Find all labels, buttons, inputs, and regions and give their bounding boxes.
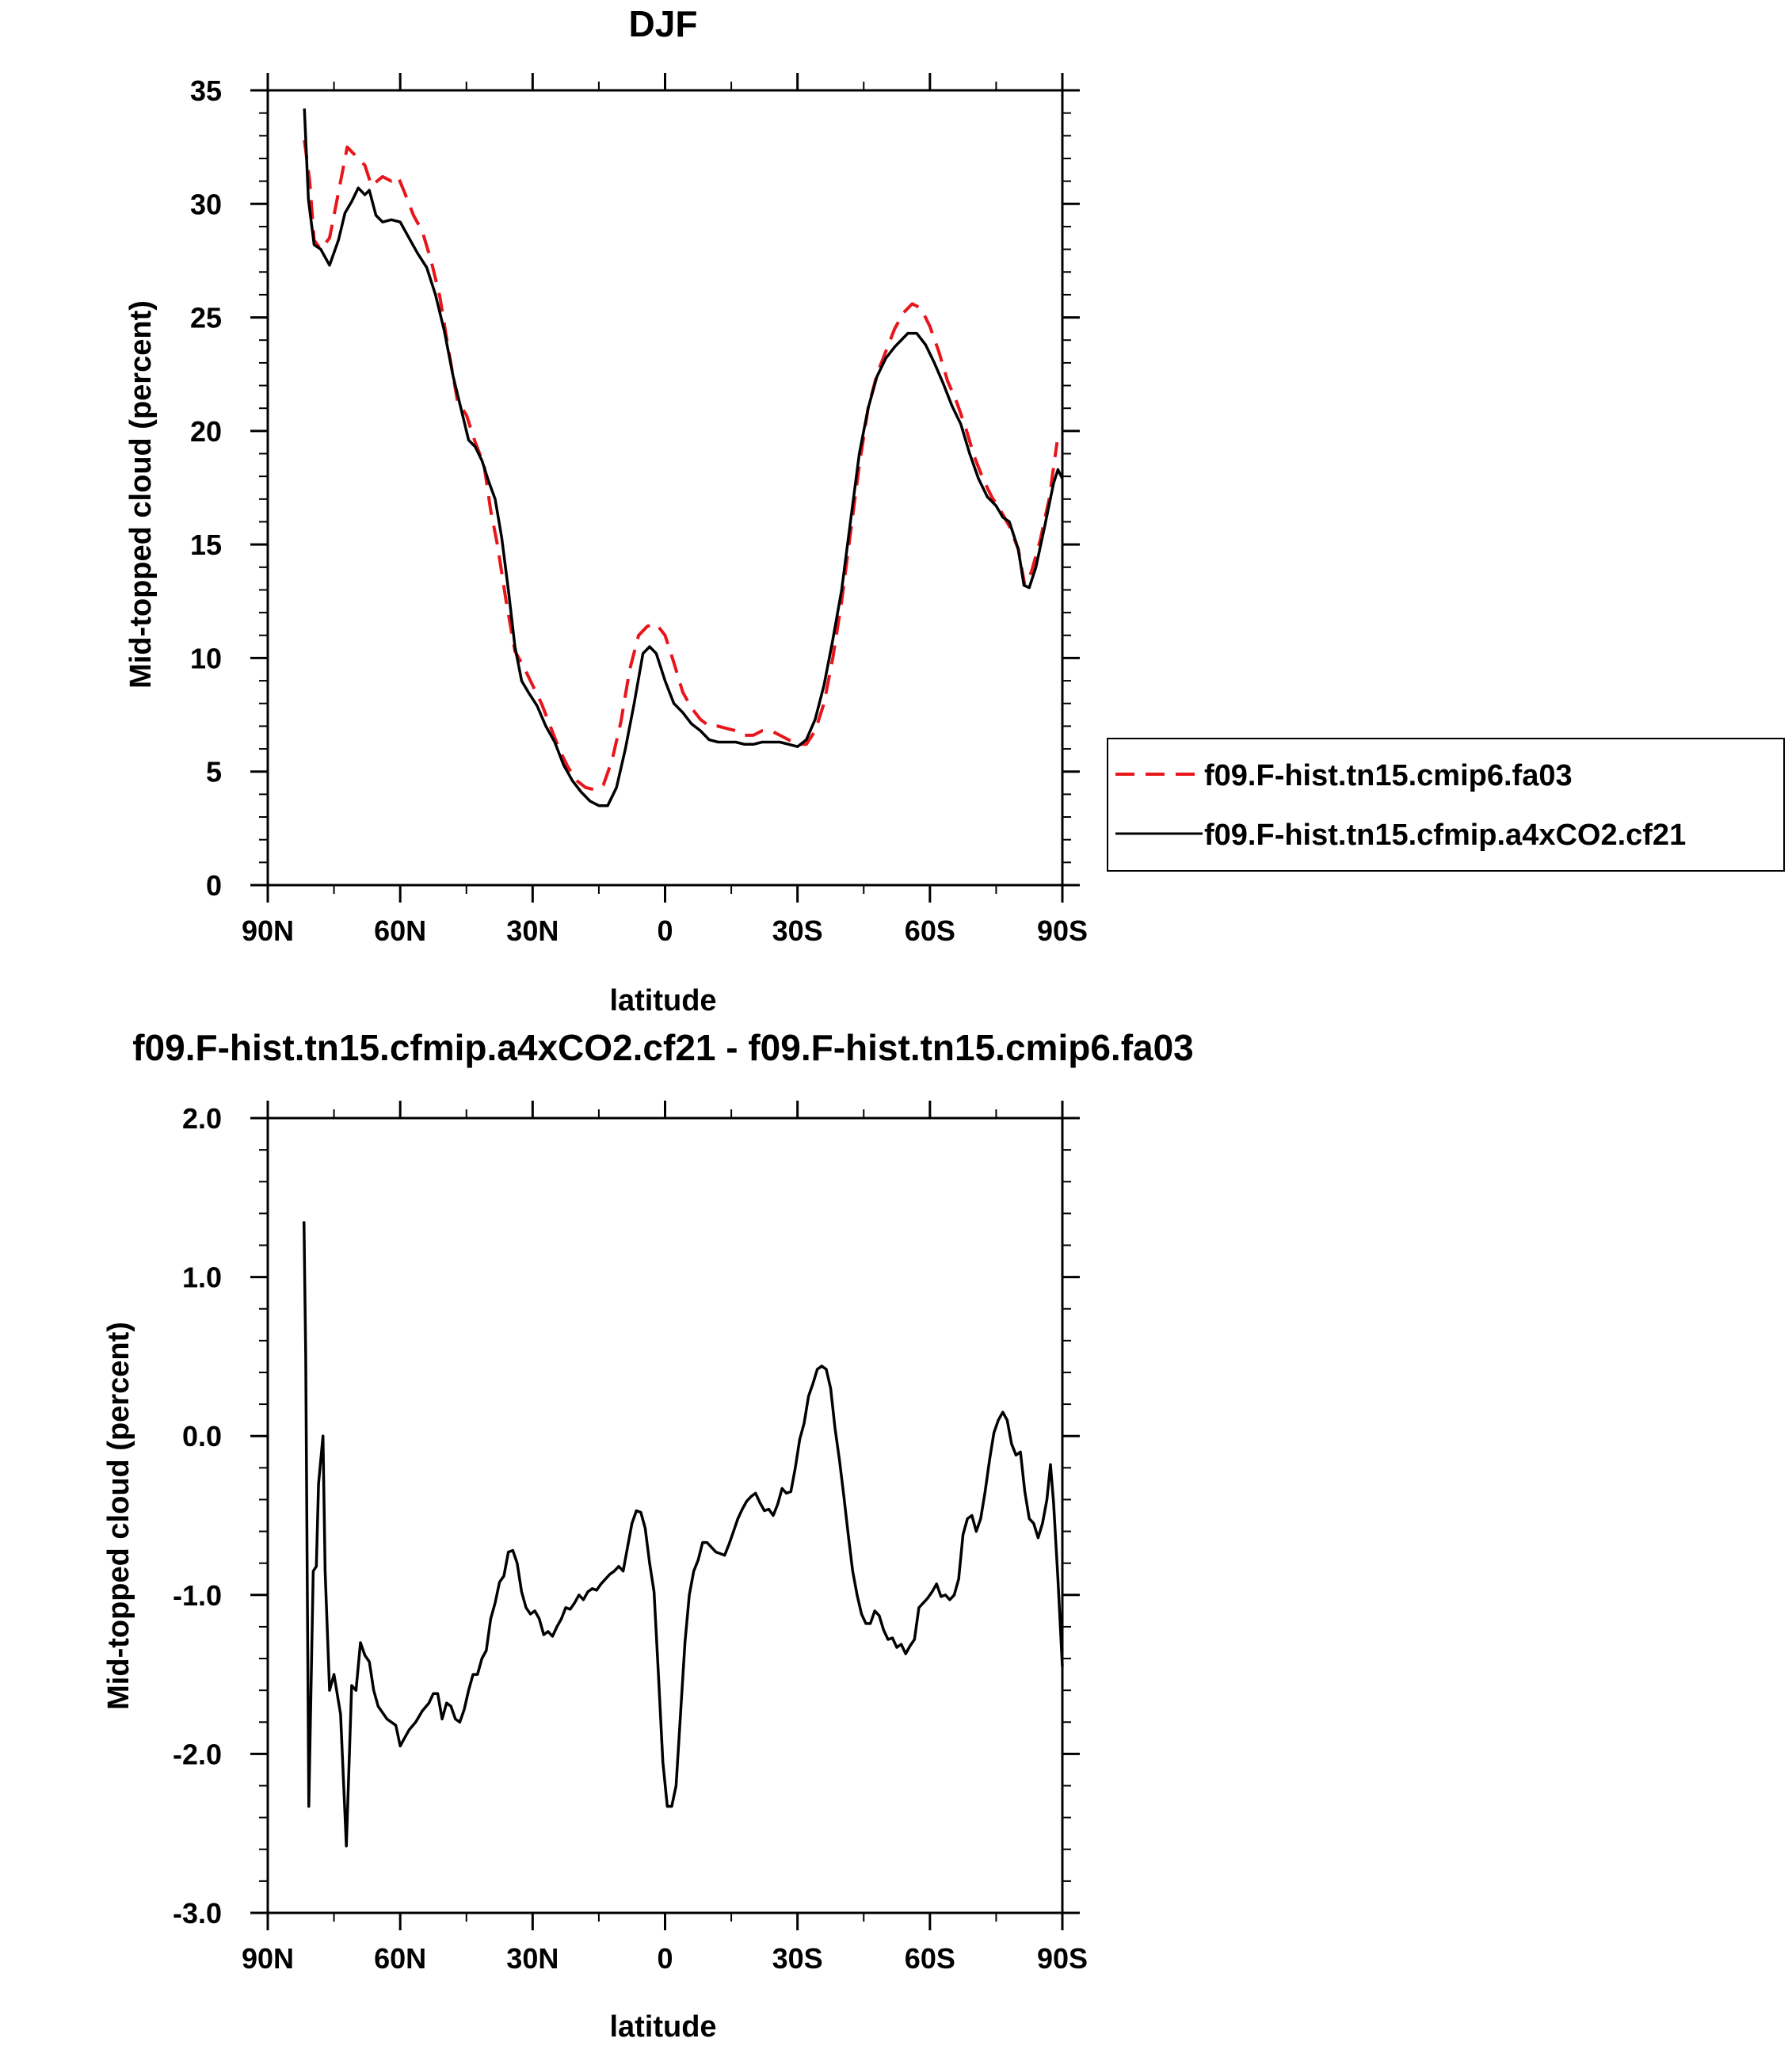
top-chart-y-tick-label: 35 <box>190 74 222 107</box>
bottom-chart-x-axis-label: latitude <box>609 2010 716 2044</box>
bottom-chart-title: f09.F-hist.tn15.cfmip.a4xCO2.cf21 - f09.… <box>132 1027 1194 1068</box>
bottom-chart-x-tick-label: 60N <box>374 1942 426 1975</box>
bottom-chart-x-tick-label: 90S <box>1037 1942 1088 1975</box>
bottom-chart-y-tick-label: 0.0 <box>182 1420 222 1452</box>
top-chart-y-tick-label: 30 <box>190 188 222 220</box>
top-chart-plot-frame <box>266 89 1064 887</box>
bottom-chart: f09.F-hist.tn15.cfmip.a4xCO2.cf21 - f09.… <box>102 1027 1194 2044</box>
bottom-chart-x-tick-label: 0 <box>657 1942 673 1975</box>
top-chart-title: DJF <box>629 3 698 44</box>
top-chart-x-tick-label: 30N <box>506 914 559 947</box>
bottom-chart-x-tick-label: 90N <box>242 1942 294 1975</box>
top-chart-x-tick-label: 30S <box>772 914 823 947</box>
legend-box <box>1107 738 1785 872</box>
bottom-chart-y-tick-label: 2.0 <box>182 1102 222 1135</box>
top-chart-series-line-2 <box>303 108 1064 807</box>
bottom-chart-x-tick-label: 60S <box>905 1942 955 1975</box>
top-chart-x-tick-label: 60S <box>905 914 955 947</box>
top-chart-series-line-1 <box>303 139 1059 792</box>
top-chart-y-tick-labels: 0 5 10 15 20 25 30 35 <box>190 74 222 902</box>
legend: f09.F-hist.tn15.cmip6.fa03 f09.F-hist.tn… <box>1107 738 1785 872</box>
bottom-chart-x-tick-labels: 90N 60N 30N 0 30S 60S 90S <box>242 1942 1088 1975</box>
top-chart-x-tick-label: 0 <box>657 914 673 947</box>
bottom-chart-y-tick-label: -1.0 <box>173 1579 222 1612</box>
legend-label-series-1: f09.F-hist.tn15.cmip6.fa03 <box>1204 759 1573 792</box>
bottom-chart-series-line-1 <box>302 1221 1064 1848</box>
bottom-chart-y-tick-label: 1.0 <box>182 1262 222 1294</box>
top-chart-ticks <box>250 73 1080 903</box>
bottom-chart-y-tick-label: -3.0 <box>173 1897 222 1930</box>
bottom-chart-plot-frame <box>266 1117 1064 1914</box>
top-chart-x-tick-label: 90S <box>1037 914 1088 947</box>
legend-label-series-2: f09.F-hist.tn15.cfmip.a4xCO2.cf21 <box>1204 819 1686 852</box>
bottom-chart-y-axis-label: Mid-topped cloud (percent) <box>102 1322 135 1710</box>
bottom-chart-y-tick-labels: -3.0 -2.0 -1.0 0.0 1.0 2.0 <box>173 1102 222 1930</box>
top-chart-y-tick-label: 0 <box>206 869 222 902</box>
bottom-chart-x-tick-label: 30S <box>772 1942 823 1975</box>
bottom-chart-y-tick-label: -2.0 <box>173 1738 222 1770</box>
bottom-chart-ticks <box>250 1101 1080 1930</box>
top-chart-x-axis-label: latitude <box>609 984 716 1017</box>
top-chart-y-tick-label: 25 <box>190 302 222 334</box>
top-chart-x-tick-label: 60N <box>374 914 426 947</box>
top-chart-y-axis-label: Mid-topped cloud (percent) <box>124 300 158 689</box>
top-chart-x-tick-labels: 90N 60N 30N 0 30S 60S 90S <box>242 914 1088 947</box>
top-chart-y-tick-label: 5 <box>206 756 222 788</box>
top-chart: DJF 90N 60N 30N 0 30S 60S 90S 0 5 10 15 20 25 30 35 l… <box>124 3 1785 1017</box>
top-chart-series <box>303 108 1064 807</box>
bottom-chart-series <box>302 1221 1064 1848</box>
bottom-chart-x-tick-label: 30N <box>506 1942 559 1975</box>
top-chart-y-tick-label: 20 <box>190 415 222 448</box>
top-chart-x-tick-label: 90N <box>242 914 294 947</box>
top-chart-y-tick-label: 10 <box>190 642 222 674</box>
top-chart-y-tick-label: 15 <box>190 529 222 561</box>
